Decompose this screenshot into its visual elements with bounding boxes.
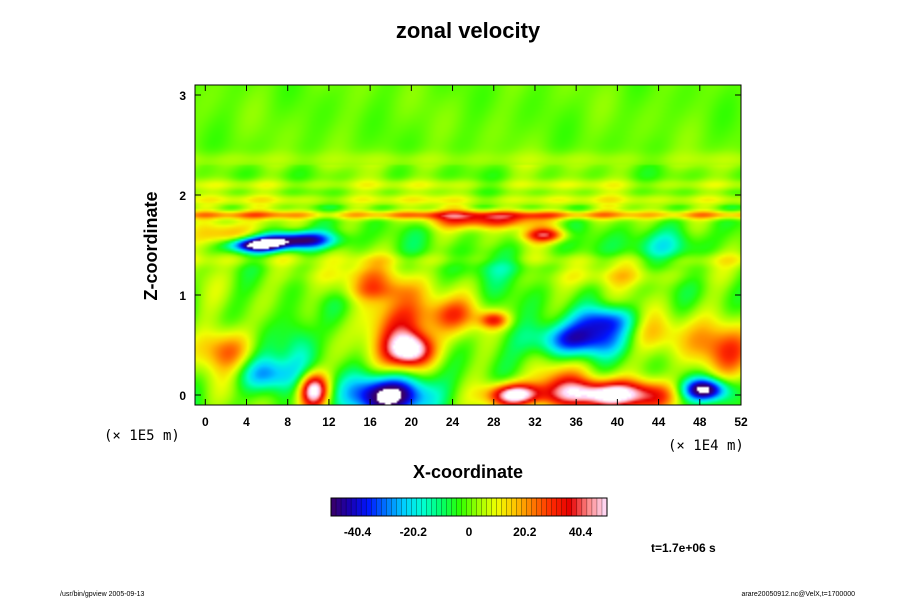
- colorbar-cell: [421, 497, 427, 517]
- colorbar-cell: [441, 497, 447, 517]
- colorbar-cell: [360, 497, 367, 517]
- colorbar-cell: [381, 497, 387, 517]
- colorbar-cell: [551, 497, 558, 517]
- colorbar-cell: [345, 497, 352, 517]
- colorbar-cell: [506, 497, 513, 517]
- colorbar-tick-label: -40.4: [344, 525, 372, 539]
- colorbar-cells: [330, 497, 608, 517]
- y-unit-label: (× 1E5 m): [104, 428, 180, 444]
- x-tick-label: 4: [243, 415, 250, 429]
- colorbar-cell: [370, 497, 377, 517]
- colorbar-cell: [376, 497, 382, 517]
- colorbar-cell: [511, 497, 518, 517]
- colorbar-cell: [566, 497, 573, 517]
- colorbar-cell: [446, 497, 452, 517]
- colorbar-cell: [561, 497, 568, 517]
- colorbar-cell: [546, 497, 553, 517]
- colorbar-cell: [471, 497, 477, 517]
- colorbar-tick-label: 40.4: [569, 525, 593, 539]
- colorbar-cell: [456, 497, 462, 517]
- y-axis-label: Z-coordinate: [141, 191, 161, 300]
- colorbar-cell: [501, 497, 508, 517]
- tick-marks: [195, 85, 742, 405]
- footer-left: /usr/bin/gpview 2005-09-13: [60, 591, 145, 598]
- colorbar-cell: [521, 497, 528, 517]
- colorbar-frame: [330, 497, 608, 517]
- x-tick-label: 52: [734, 415, 748, 429]
- colorbar-cell: [406, 497, 412, 517]
- colorbar-cell: [350, 497, 357, 517]
- colorbar-cell: [491, 497, 498, 517]
- colorbar-cell: [340, 497, 347, 517]
- colorbar-cell: [531, 497, 538, 517]
- x-tick-label: 20: [405, 415, 419, 429]
- colorbar-cell: [335, 497, 342, 517]
- colorbar-cell: [591, 497, 598, 517]
- colorbar-cell: [436, 497, 442, 517]
- colorbar-cell: [416, 497, 422, 517]
- colorbar-tick-label: 20.2: [513, 525, 537, 539]
- colorbar-cell: [426, 497, 432, 517]
- colorbar-cell: [466, 497, 472, 517]
- colorbar-cell: [330, 497, 337, 517]
- colorbar-cell: [486, 497, 493, 517]
- x-tick-label: 12: [322, 415, 336, 429]
- x-tick-label: 44: [652, 415, 666, 429]
- footer-right: arare20050912.nc@VelX,t=1700000: [741, 591, 855, 598]
- colorbar-cell: [596, 497, 603, 517]
- x-tick-label: 0: [202, 415, 209, 429]
- time-label: t=1.7e+06 s: [651, 541, 716, 555]
- x-axis-label: X-coordinate: [413, 462, 523, 482]
- x-tick-label: 8: [284, 415, 291, 429]
- y-tick-label: 0: [179, 389, 186, 403]
- colorbar-cell: [496, 497, 503, 517]
- colorbar-cell: [401, 497, 407, 517]
- colorbar-cell: [516, 497, 523, 517]
- colorbar-cell: [576, 497, 583, 517]
- y-tick-label: 3: [179, 89, 186, 103]
- chart-title: zonal velocity: [396, 18, 541, 43]
- colorbar-tick-label: -20.2: [400, 525, 428, 539]
- colorbar-cell: [526, 497, 533, 517]
- colorbar-tick-label: 0: [466, 525, 473, 539]
- colorbar-cell: [396, 497, 402, 517]
- x-tick-label: 28: [487, 415, 501, 429]
- colorbar: -40.4 -20.2 0 20.2 40.4: [330, 497, 608, 539]
- x-unit-label: (× 1E4 m): [668, 438, 744, 454]
- y-tick-label: 1: [179, 289, 186, 303]
- colorbar-cell: [431, 497, 437, 517]
- y-tick-label: 2: [179, 189, 186, 203]
- plot-frame: [194, 84, 742, 406]
- x-tick-label: 48: [693, 415, 707, 429]
- colorbar-cell: [481, 497, 488, 517]
- colorbar-tick-labels: -40.4 -20.2 0 20.2 40.4: [344, 525, 593, 539]
- colorbar-cell: [451, 497, 457, 517]
- x-tick-label: 16: [363, 415, 377, 429]
- colorbar-cell: [461, 497, 467, 517]
- colorbar-cell: [355, 497, 362, 517]
- plot-area: [194, 84, 742, 406]
- colorbar-cell: [386, 497, 392, 517]
- colorbar-cell: [556, 497, 563, 517]
- heatmap-image: [195, 85, 741, 405]
- colorbar-cell: [586, 497, 593, 517]
- colorbar-cell: [571, 497, 578, 517]
- x-tick-label: 40: [611, 415, 625, 429]
- y-tick-labels: 0 1 2 3: [179, 89, 186, 403]
- colorbar-cell: [411, 497, 417, 517]
- colorbar-cell: [581, 497, 588, 517]
- x-tick-label: 36: [569, 415, 583, 429]
- colorbar-cell: [536, 497, 543, 517]
- x-tick-labels: 0 4 8 12 16 20 24 28 32 36 40 44 48 52: [202, 415, 748, 429]
- x-tick-label: 32: [528, 415, 542, 429]
- colorbar-cell: [365, 497, 372, 517]
- colorbar-cell: [391, 497, 397, 517]
- x-tick-label: 24: [446, 415, 460, 429]
- colorbar-cell: [476, 497, 482, 517]
- colorbar-cell: [541, 497, 548, 517]
